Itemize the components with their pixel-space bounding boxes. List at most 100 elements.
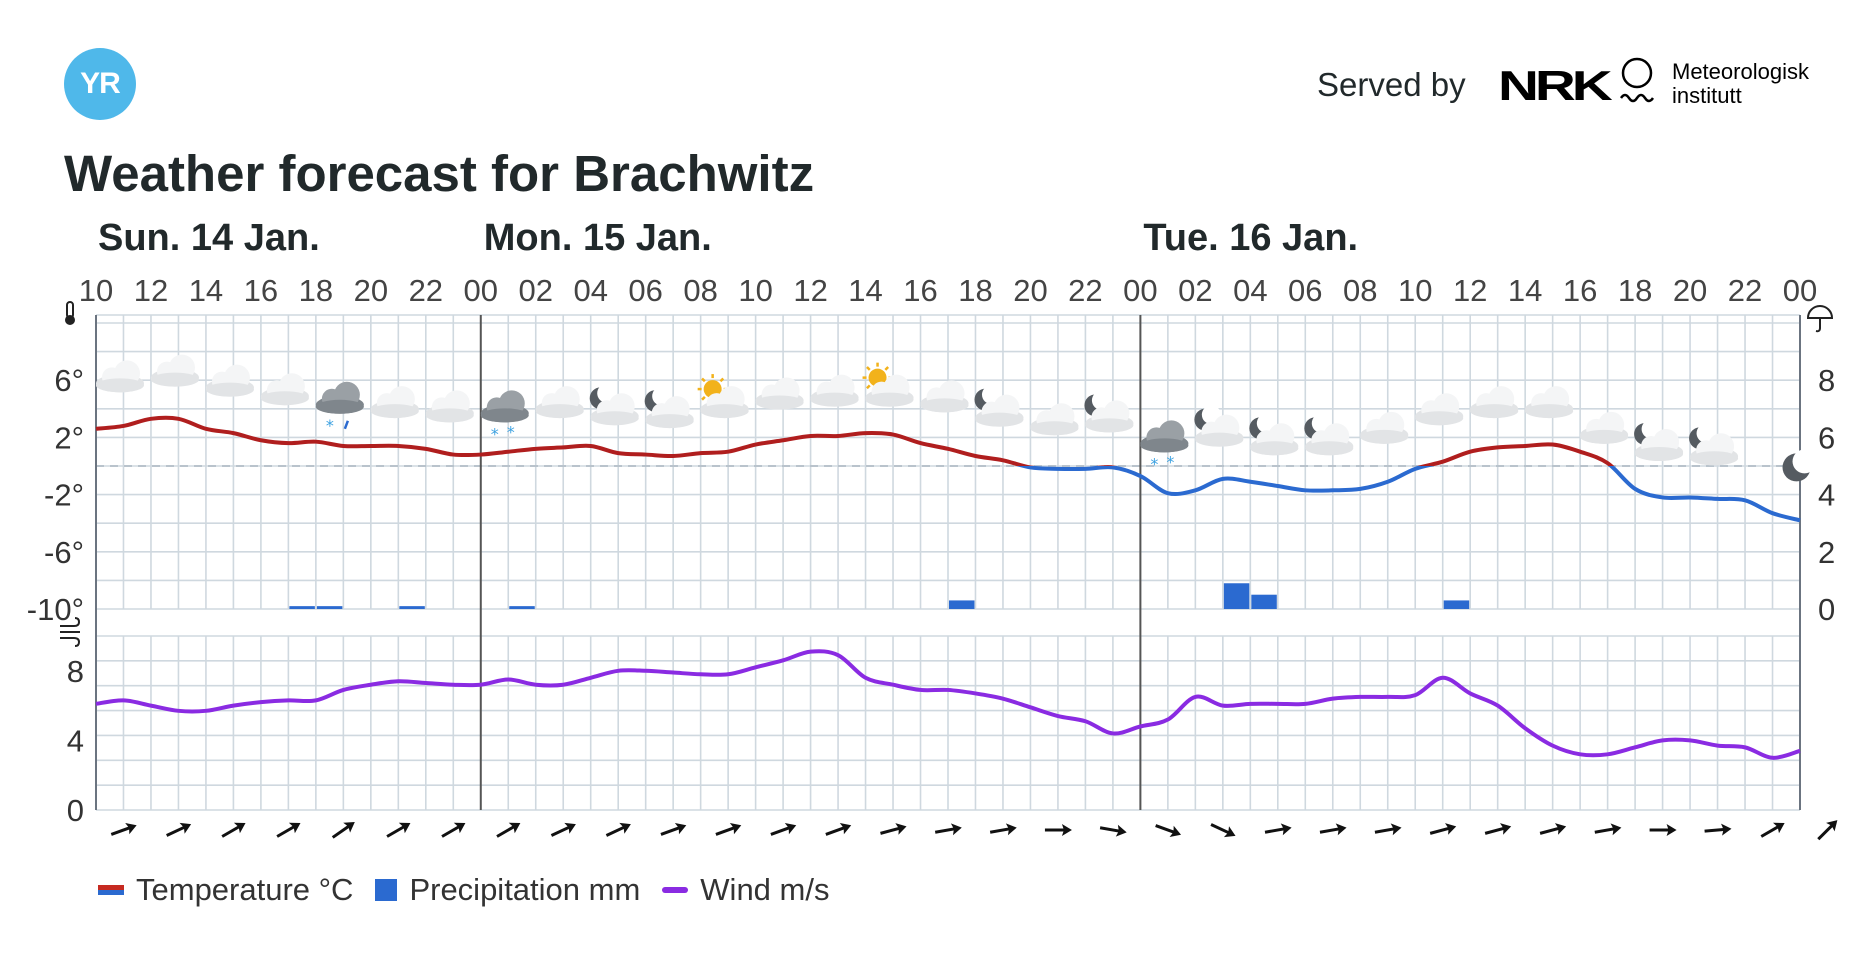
wind-arrow-head bbox=[1610, 823, 1622, 836]
wind-arrow-icon bbox=[1210, 823, 1236, 838]
wind-arrow-head bbox=[1061, 824, 1072, 836]
wind-arrow-icon bbox=[1429, 823, 1457, 835]
partly-cloudy-night-icon bbox=[1084, 390, 1134, 433]
wind-arrow-head bbox=[1554, 823, 1567, 835]
legend-precipitation: Precipitation mm bbox=[375, 872, 640, 908]
wind-arrow-icon bbox=[550, 822, 576, 837]
snowflake-icon: * bbox=[326, 416, 334, 435]
met-name-line2: institutt bbox=[1672, 83, 1742, 108]
umbrella-icon bbox=[1806, 305, 1834, 333]
hour-label: 10 bbox=[1398, 273, 1432, 308]
wind-arrow-shaft bbox=[1704, 827, 1727, 833]
moon-cut bbox=[1641, 419, 1661, 439]
hour-label: 22 bbox=[1068, 273, 1102, 308]
cloud-part bbox=[1525, 404, 1574, 419]
hour-label: 18 bbox=[1618, 273, 1652, 308]
cloud-part bbox=[1195, 432, 1244, 447]
nrk-logo[interactable]: NRK bbox=[1498, 62, 1613, 109]
precipitation-bar bbox=[1223, 583, 1250, 609]
cloud-part bbox=[865, 392, 914, 407]
partly-cloudy-night-icon bbox=[974, 385, 1024, 427]
wind-arrow-icon bbox=[715, 822, 742, 836]
wind-arrow-icon bbox=[110, 822, 137, 836]
cloud-part bbox=[590, 411, 639, 426]
wind-arrow-shaft bbox=[1319, 826, 1342, 834]
wind-arrow-shaft bbox=[880, 826, 903, 835]
wind-arrow-icon bbox=[605, 822, 631, 837]
temperature-tick-label: -10° bbox=[27, 592, 84, 627]
wind-arrow-head bbox=[288, 822, 301, 834]
precipitation-bar bbox=[289, 606, 315, 609]
wind-arrow-shaft bbox=[770, 825, 793, 836]
wind-arrow-head bbox=[784, 822, 797, 835]
yr-logo[interactable]: YR bbox=[64, 48, 136, 120]
hour-label: 10 bbox=[79, 273, 113, 308]
temperature-line-warm bbox=[95, 415, 1615, 466]
cloud-icon bbox=[260, 373, 309, 406]
sun-ray bbox=[866, 366, 871, 371]
umbrella-icon-canopy bbox=[1806, 305, 1834, 319]
cloud-part bbox=[1250, 441, 1299, 456]
wind-arrow-shaft bbox=[715, 825, 738, 836]
moon-cut bbox=[597, 383, 617, 403]
wind-arrow-shaft bbox=[550, 824, 573, 837]
moon-icon bbox=[1782, 449, 1817, 482]
wind-icon-stroke bbox=[60, 617, 81, 627]
wind-arrow-shaft bbox=[825, 825, 848, 836]
cloud-part bbox=[1470, 404, 1519, 419]
wind-arrow-head bbox=[1223, 826, 1236, 838]
wind-arrow-shaft bbox=[1374, 826, 1397, 834]
cloud-icon bbox=[150, 354, 199, 387]
cloud-icon bbox=[96, 360, 144, 393]
wind-arrow-head bbox=[453, 822, 466, 834]
hour-label: 00 bbox=[464, 273, 498, 308]
wind-arrow-shaft bbox=[1760, 824, 1782, 838]
dark-cloud-light-snow-icon: * * bbox=[1140, 420, 1189, 473]
cloud-icon bbox=[1030, 403, 1079, 436]
precipitation-bar bbox=[399, 606, 425, 609]
wind-tick-label: 4 bbox=[67, 723, 84, 758]
hour-label: 00 bbox=[1123, 273, 1157, 308]
hour-label: 18 bbox=[299, 273, 333, 308]
wind-arrow-head bbox=[508, 822, 521, 834]
legend-temperature: Temperature °C bbox=[98, 872, 353, 908]
moon-cut bbox=[652, 386, 672, 406]
forecast-chart: Sun. 14 Jan. Mon. 15 Jan. Tue. 16 Jan. 10 12… bbox=[27, 220, 1838, 841]
cloud-part bbox=[260, 391, 309, 406]
sun-ray bbox=[884, 366, 890, 371]
day-label: Sun. 14 Jan. bbox=[98, 220, 320, 259]
cloud-part bbox=[1580, 429, 1629, 444]
wind-arrow-head bbox=[674, 822, 687, 835]
wind-arrow-shaft bbox=[386, 824, 407, 838]
wind-arrow-head bbox=[1826, 820, 1838, 832]
wind-arrow-icon bbox=[166, 822, 192, 837]
cloud-icon bbox=[920, 380, 969, 413]
wind-arrow-icon bbox=[1099, 824, 1127, 837]
hour-label: 16 bbox=[244, 273, 278, 308]
snowflake-icon: * bbox=[1150, 454, 1158, 473]
wind-arrow-icon bbox=[1539, 823, 1567, 835]
wind-arrow-shaft bbox=[1099, 826, 1123, 834]
wind-arrow-shaft bbox=[166, 824, 188, 837]
cloud-part bbox=[755, 395, 804, 410]
grid bbox=[95, 314, 1801, 811]
partly-cloudy-day-icon bbox=[862, 362, 914, 407]
partly-cloudy-night-icon bbox=[1194, 405, 1244, 447]
legend: Temperature °C Precipitation mm Wind m/s bbox=[98, 872, 851, 908]
precipitation-tick-label: 2 bbox=[1818, 535, 1835, 570]
precipitation-bar bbox=[949, 600, 975, 609]
met-logo-text[interactable]: Meteorologisk institutt bbox=[1672, 60, 1809, 108]
umbrella-icon-handle bbox=[1815, 318, 1821, 333]
wind-arrow-head bbox=[950, 823, 962, 836]
wind-arrow-icon bbox=[825, 822, 852, 836]
partly-cloudy-night-icon bbox=[1249, 413, 1299, 456]
precipitation-bar bbox=[1251, 594, 1277, 609]
sun-ray bbox=[719, 377, 725, 383]
partly-cloudy-day-icon bbox=[697, 374, 749, 419]
wind-swatch bbox=[662, 887, 689, 893]
snowflake-icon: * bbox=[507, 422, 515, 441]
moon-cut bbox=[1091, 390, 1111, 410]
wind-arrow-head bbox=[1335, 823, 1347, 836]
wind-arrow-head bbox=[1666, 824, 1677, 836]
wind-arrow-shaft bbox=[1594, 826, 1617, 834]
